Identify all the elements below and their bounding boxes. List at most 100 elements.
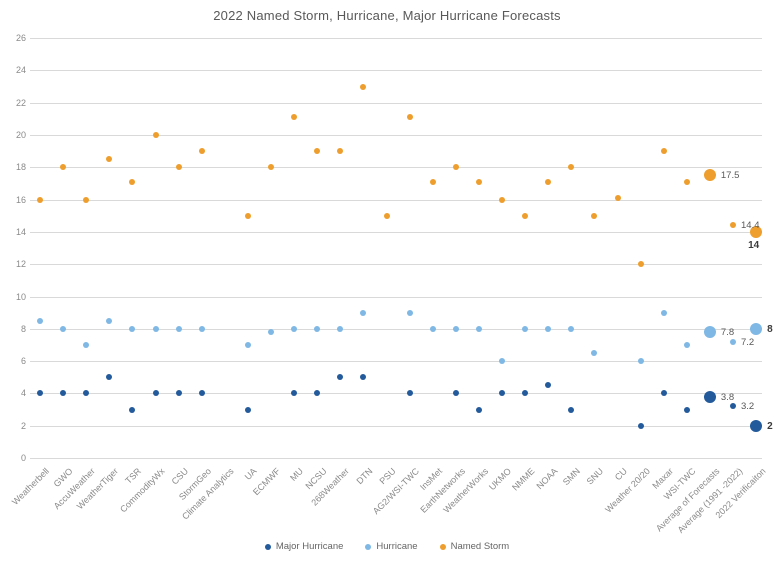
data-point: [522, 325, 529, 332]
legend-dot-icon: [439, 543, 446, 550]
data-point: [152, 390, 159, 397]
y-axis-tick-label: 24: [15, 65, 26, 76]
data-point: [683, 406, 690, 413]
data-point: [750, 225, 763, 238]
data-point-label: 14.4: [741, 220, 760, 232]
legend-label: Major Hurricane: [275, 541, 344, 552]
data-point: [750, 419, 763, 432]
x-axis-tick-label: MU: [288, 466, 306, 483]
gridline: [30, 231, 762, 233]
data-point: [406, 390, 413, 397]
y-axis-tick-label: 6: [20, 356, 26, 367]
data-point: [291, 325, 298, 332]
data-point: [614, 195, 621, 202]
data-point: [637, 261, 644, 268]
data-point-label: 2: [767, 420, 773, 432]
data-point: [314, 390, 321, 397]
data-point: [591, 212, 598, 219]
x-axis-tick-label: PSU: [377, 466, 398, 487]
data-point: [129, 406, 136, 413]
data-point-label: 17.5: [720, 170, 740, 182]
x-axis-tick-label: CU: [612, 466, 629, 483]
data-point: [429, 178, 436, 185]
y-axis-tick-label: 8: [20, 323, 26, 334]
data-point: [60, 164, 67, 171]
data-point: [683, 341, 690, 348]
data-point: [314, 148, 321, 155]
data-point: [129, 178, 136, 185]
gridline: [30, 102, 762, 104]
data-point: [499, 358, 505, 365]
y-axis-tick-label: 0: [20, 453, 26, 463]
data-point: [106, 317, 113, 324]
x-axis-tick-label: SNU: [584, 466, 606, 487]
gridline: [30, 135, 762, 137]
data-point: [750, 322, 763, 335]
data-point: [360, 309, 367, 316]
gridline: [30, 393, 762, 395]
x-axis-tick-label: UKMO: [486, 466, 514, 493]
data-point: [291, 390, 298, 397]
data-point: [198, 148, 205, 155]
data-point: [406, 309, 413, 316]
data-point-label: 7.8: [720, 327, 735, 339]
data-point: [37, 196, 43, 203]
data-point: [637, 358, 644, 365]
data-point: [37, 317, 43, 324]
data-point: [152, 325, 159, 332]
data-point-label: 14: [748, 239, 760, 251]
x-axis-tick-label: SMN: [561, 466, 583, 488]
data-point-label: 8: [767, 323, 773, 335]
data-point: [244, 406, 251, 413]
data-point: [152, 132, 159, 139]
y-axis-tick-label: 26: [15, 33, 26, 44]
data-point: [106, 156, 113, 163]
data-point: [244, 212, 251, 219]
data-point: [337, 325, 344, 332]
gridline: [30, 328, 762, 330]
chart-title: 2022 Named Storm, Hurricane, Major Hurri…: [213, 8, 561, 23]
data-point: [129, 325, 136, 332]
data-point: [475, 178, 482, 185]
data-point: [660, 309, 667, 316]
data-point: [383, 212, 390, 219]
data-point: [106, 374, 113, 381]
y-axis-tick-label: 14: [15, 226, 26, 237]
data-point: [499, 390, 505, 397]
x-axis-tick-label: NOAA: [534, 466, 560, 492]
data-point: [475, 406, 482, 413]
gridline: [30, 167, 762, 169]
data-point: [337, 148, 344, 155]
gridline: [30, 458, 762, 459]
gridline: [30, 425, 762, 427]
legend-item: Named Storm: [439, 541, 509, 552]
data-point: [545, 178, 552, 185]
x-axis-tick-label: TSR: [123, 466, 144, 486]
data-point: [360, 83, 367, 90]
data-point: [83, 341, 90, 348]
data-point: [198, 325, 205, 332]
y-axis-tick-label: 2: [20, 420, 26, 431]
data-point: [175, 164, 182, 171]
data-point: [545, 325, 552, 332]
x-axis-tick-label: DTN: [354, 466, 375, 487]
data-point: [37, 390, 43, 397]
data-point: [703, 326, 716, 339]
y-axis-tick-label: 10: [15, 291, 26, 302]
data-point: [545, 382, 552, 389]
data-point-label: 3.2: [741, 401, 755, 413]
gridline: [30, 38, 762, 40]
data-point: [452, 325, 459, 332]
gridline: [30, 70, 762, 72]
legend-item: Hurricane: [365, 541, 418, 552]
gridline: [30, 361, 762, 363]
data-point-label: 3.8: [720, 391, 735, 403]
data-point: [175, 390, 182, 397]
y-axis-tick-label: 16: [15, 194, 26, 205]
data-point: [499, 196, 505, 203]
data-point: [268, 164, 274, 171]
data-point: [703, 390, 716, 403]
gridline: [30, 264, 762, 266]
gridline: [30, 199, 762, 201]
